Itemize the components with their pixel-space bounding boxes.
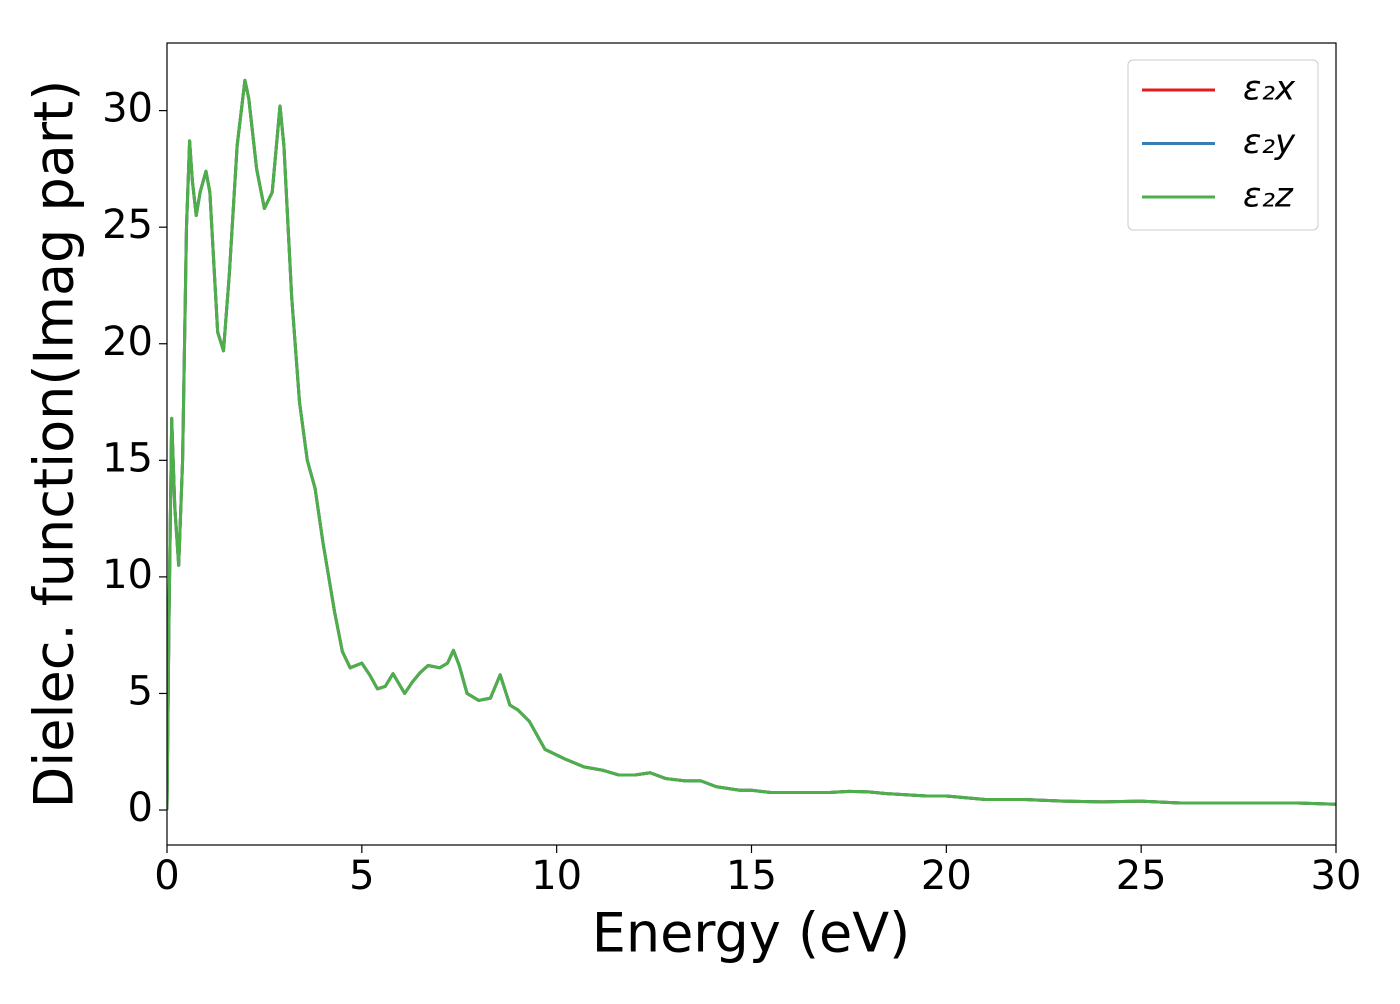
y-tick-label: 15 (102, 435, 153, 481)
legend-label: ε₂y (1243, 122, 1296, 162)
legend-label: ε₂z (1243, 176, 1294, 216)
plot-lines (167, 78, 1336, 811)
y-tick-label: 0 (128, 785, 153, 831)
y-tick-label: 25 (102, 202, 153, 248)
x-tick-label: 0 (154, 853, 179, 899)
x-tick-label: 30 (1311, 853, 1362, 899)
x-tick-label: 15 (726, 853, 777, 899)
y-tick-label: 20 (102, 319, 153, 365)
x-tick-label: 25 (1116, 853, 1167, 899)
y-tick-label: 30 (102, 86, 153, 132)
y-tick-label: 5 (128, 668, 153, 714)
x-axis-label: Energy (eV) (592, 902, 911, 965)
x-tick-label: 20 (921, 853, 972, 899)
legend-box (1127, 59, 1319, 231)
series-line (167, 78, 1336, 811)
y-tick-label: 10 (102, 552, 153, 598)
x-tick-label: 10 (531, 853, 582, 899)
x-tick-label: 5 (349, 853, 374, 899)
legend-label: ε₂x (1243, 69, 1296, 109)
y-axis-label: Dielec. function(Imag part) (23, 80, 86, 809)
